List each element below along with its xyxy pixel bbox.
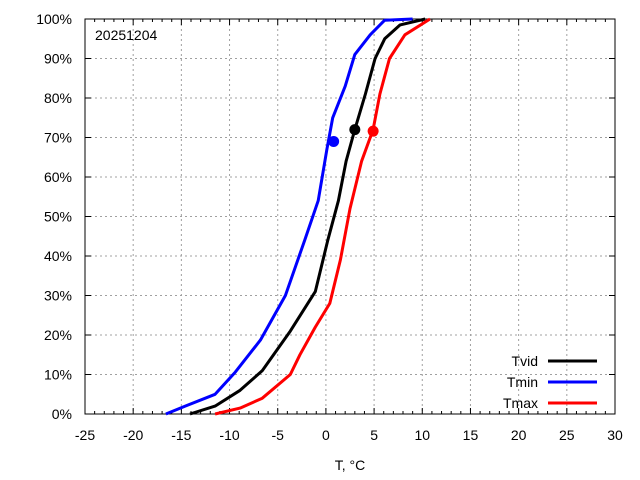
y-tick-label: 100% <box>36 11 72 27</box>
series-group <box>165 17 431 416</box>
x-tick-label: -25 <box>75 427 95 443</box>
y-tick-label: 0% <box>52 406 72 422</box>
plot-border <box>84 18 616 415</box>
series-line-tmin <box>165 17 413 416</box>
marker-tmin <box>328 135 340 147</box>
series-line-tvid <box>189 17 426 416</box>
y-tick-label: 30% <box>44 288 72 304</box>
y-tick-label: 60% <box>44 169 72 185</box>
x-tick-label: 15 <box>463 427 479 443</box>
x-tick-label: 5 <box>370 427 378 443</box>
series-line-tmax <box>214 17 431 416</box>
x-tick-label: 20 <box>511 427 527 443</box>
legend: Tvid Tmin Tmax <box>503 353 597 411</box>
x-tick-label: 25 <box>559 427 575 443</box>
y-tick-label: 90% <box>44 51 72 67</box>
x-tick-label: -15 <box>171 427 191 443</box>
x-tick-label: 10 <box>414 427 430 443</box>
x-tick-label: 30 <box>607 427 623 443</box>
axes: -25 -20 -15 -10 -5 0 5 10 15 20 25 30 0% 10% 20% 30% 40%… <box>36 11 623 443</box>
y-tick-label: 40% <box>44 248 72 264</box>
date-annotation: 20251204 <box>95 27 158 43</box>
y-tick-label: 50% <box>44 209 72 225</box>
legend-label-tmax: Tmax <box>503 395 538 411</box>
y-tick-label: 80% <box>44 90 72 106</box>
x-tick-label: -5 <box>272 427 285 443</box>
y-tick-label: 10% <box>44 367 72 383</box>
marker-tmax <box>367 125 379 137</box>
x-axis-label: T, °C <box>335 457 366 473</box>
y-tick-label: 70% <box>44 130 72 146</box>
legend-label-tvid: Tvid <box>512 353 538 369</box>
y-tick-label: 20% <box>44 327 72 343</box>
x-tick-label: -20 <box>123 427 143 443</box>
x-tick-label: 0 <box>322 427 330 443</box>
marker-tvid <box>349 124 361 136</box>
legend-label-tmin: Tmin <box>507 374 538 390</box>
x-tick-label: -10 <box>219 427 239 443</box>
